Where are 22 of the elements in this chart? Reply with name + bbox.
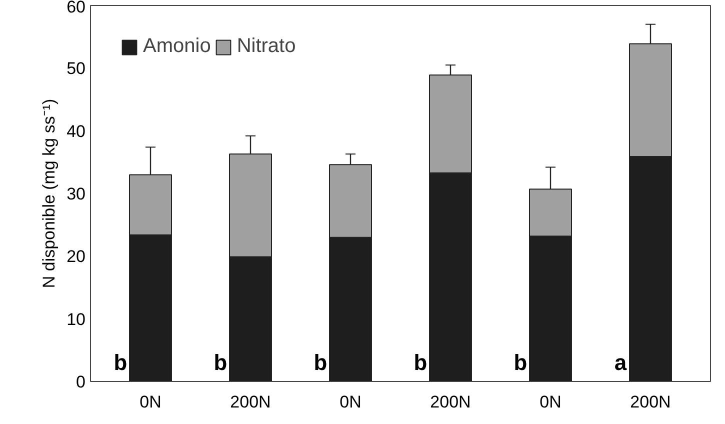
y-tick-label: 60 xyxy=(66,0,86,16)
x-tick-label: 0N xyxy=(140,392,162,412)
legend-label: Amonio xyxy=(143,35,211,58)
x-tick-label: 0N xyxy=(540,392,562,412)
annotation: b xyxy=(514,350,528,376)
y-tick-label: 20 xyxy=(66,247,86,266)
y-tick-label: 50 xyxy=(66,59,86,78)
annotation: b xyxy=(214,350,228,376)
y-axis-title: N disponible (mg kg ss⁻¹) xyxy=(40,98,59,288)
annotation: b xyxy=(414,350,428,376)
x-tick-label: 0N xyxy=(340,392,362,412)
annotation: b xyxy=(114,350,128,376)
y-tick-label: 10 xyxy=(66,310,86,329)
x-tick-label: 200N xyxy=(230,392,271,412)
x-tick-label: 200N xyxy=(430,392,471,412)
annotation: b xyxy=(314,350,328,376)
x-tick-label: 200N xyxy=(630,392,671,412)
annotation: a xyxy=(614,350,628,376)
y-tick-label: 30 xyxy=(66,184,86,204)
y-tick-label: 40 xyxy=(66,122,86,141)
legend-label: Nitrato xyxy=(236,35,296,58)
y-tick-label: 0 xyxy=(76,372,86,392)
